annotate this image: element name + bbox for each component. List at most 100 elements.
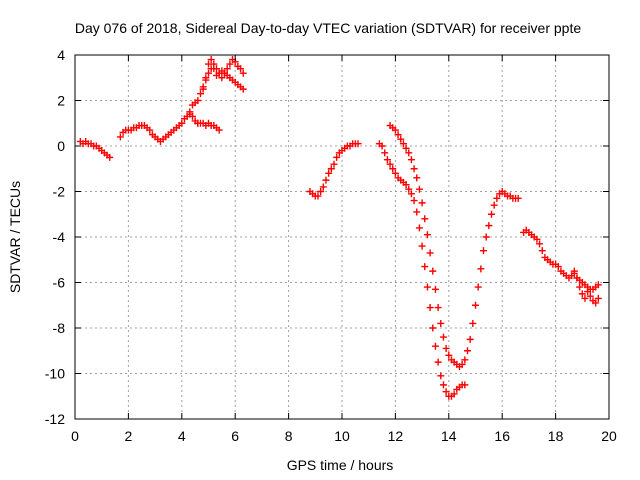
x-axis-label: GPS time / hours: [287, 457, 394, 473]
data-point: [199, 85, 207, 93]
data-point: [399, 140, 407, 148]
data-point: [594, 294, 602, 302]
data-point: [466, 335, 474, 343]
data-point: [215, 126, 223, 134]
data-point: [394, 131, 402, 139]
data-point: [469, 319, 477, 327]
chart-title: Day 076 of 2018, Sidereal Day-to-day VTE…: [75, 20, 582, 36]
data-point: [383, 156, 391, 164]
data-point: [205, 69, 212, 77]
data-point: [354, 140, 362, 148]
x-tick-label: 10: [334, 428, 350, 444]
series-arc-2: [116, 110, 202, 145]
data-point: [573, 274, 581, 282]
data-point: [434, 304, 442, 312]
x-tick-label: 2: [125, 428, 133, 444]
data-point: [330, 160, 338, 168]
series-arc-8: [386, 122, 522, 371]
data-point: [407, 190, 415, 198]
data-point: [533, 235, 541, 243]
data-point: [437, 372, 445, 380]
data-point: [389, 165, 397, 173]
data-point: [581, 294, 589, 302]
data-point: [421, 215, 429, 223]
series-arc-1: [76, 137, 114, 161]
data-point: [397, 135, 405, 143]
data-point: [218, 74, 226, 82]
series-arc-7: [375, 140, 469, 400]
data-point: [472, 301, 479, 309]
data-point: [226, 60, 234, 68]
data-point: [431, 285, 439, 293]
data-point: [423, 231, 431, 239]
data-point: [322, 176, 330, 184]
data-point: [480, 247, 488, 255]
data-point: [410, 197, 418, 205]
data-point: [584, 288, 592, 296]
y-tick-label: -8: [53, 320, 66, 336]
x-tick-label: 0: [71, 428, 79, 444]
data-point: [205, 60, 212, 68]
x-tick-label: 4: [178, 428, 186, 444]
data-point: [536, 240, 544, 248]
data-point: [413, 174, 421, 182]
data-point: [333, 153, 341, 161]
data-point: [592, 299, 600, 307]
y-tick-label: 0: [57, 138, 65, 154]
y-tick-label: -2: [53, 184, 66, 200]
y-tick-label: 4: [57, 47, 65, 63]
data-point: [415, 185, 423, 193]
data-point: [461, 381, 469, 389]
data-point: [378, 142, 386, 150]
data-point: [570, 267, 578, 275]
grid-layer: [75, 55, 609, 419]
data-point: [194, 97, 202, 104]
data-point: [327, 165, 335, 173]
data-point: [429, 267, 437, 275]
data-point: [458, 360, 466, 368]
data-point: [317, 188, 325, 195]
data-point: [431, 342, 439, 350]
data-point: [482, 233, 490, 241]
data-point: [196, 90, 204, 98]
data-point: [488, 210, 496, 218]
y-tick-label: -6: [53, 275, 66, 291]
data-point: [474, 283, 482, 291]
data-point: [477, 265, 485, 273]
data-point: [426, 249, 434, 257]
data-point: [325, 169, 333, 177]
data-point: [442, 388, 450, 396]
data-point: [578, 290, 586, 298]
x-tick-label: 8: [285, 428, 293, 444]
y-tick-label: -12: [45, 411, 65, 427]
tick-layer: 0 2 4 6 8 10 12 14 16 18 20 -12 -10 -8 -6 -4 -2 0 2 4: [45, 47, 617, 444]
x-tick-label: 14: [441, 428, 457, 444]
data-point: [402, 144, 410, 152]
data-point: [188, 112, 196, 120]
data-point: [514, 194, 522, 202]
data-point: [210, 65, 218, 73]
data-point: [493, 194, 501, 202]
data-point: [410, 165, 418, 173]
x-tick-label: 6: [231, 428, 239, 444]
data-point: [463, 347, 471, 355]
data-point: [538, 247, 546, 255]
y-tick-label: -4: [53, 229, 66, 245]
data-point: [450, 390, 458, 398]
data-point: [434, 358, 442, 366]
series-arc-6: [306, 140, 362, 200]
data-point: [405, 149, 413, 157]
x-tick-label: 16: [494, 428, 510, 444]
data-point: [207, 56, 215, 64]
data-point: [437, 319, 445, 327]
data-point: [106, 153, 114, 161]
data-point: [391, 169, 399, 177]
data-point: [386, 160, 394, 168]
data-point: [426, 304, 434, 312]
x-tick-label: 12: [388, 428, 404, 444]
data-point: [442, 344, 450, 352]
data-point: [237, 65, 245, 73]
data-point: [418, 242, 426, 250]
data-point: [314, 192, 322, 200]
